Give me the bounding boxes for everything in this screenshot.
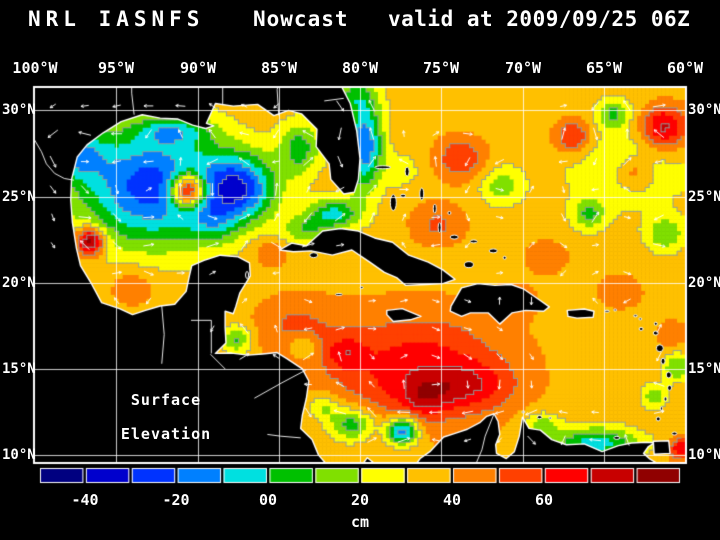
- lat-tick-label-left: 30°N: [2, 102, 36, 118]
- product-type-label: Nowcast: [253, 7, 349, 31]
- lon-tick-label: 80°W: [341, 59, 379, 77]
- lat-tick-label-right: 30°N: [688, 102, 720, 118]
- lon-tick-label: 85°W: [260, 59, 298, 77]
- lon-tick-label: 95°W: [97, 59, 135, 77]
- lon-tick-label: 60°W: [666, 59, 704, 77]
- lat-tick-label-right: 15°N: [688, 361, 720, 377]
- annotation-variable-line2: Elevation: [120, 425, 212, 443]
- model-name-label: NRL IASNFS: [28, 7, 205, 31]
- lat-tick-label-left: 25°N: [2, 189, 36, 205]
- lat-tick-label-left: 10°N: [2, 447, 36, 463]
- lat-tick-label-left: 15°N: [2, 361, 36, 377]
- lat-tick-label-right: 25°N: [688, 189, 720, 205]
- lon-tick-label: 90°W: [179, 59, 217, 77]
- colorbar-tick-label: 40: [442, 491, 462, 509]
- lat-tick-label-left: 20°N: [2, 275, 36, 291]
- lon-tick-label: 75°W: [422, 59, 460, 77]
- colorbar-unit-label: cm: [350, 513, 370, 531]
- lon-tick-label: 65°W: [585, 59, 623, 77]
- colorbar-tick-label: -20: [162, 491, 190, 509]
- colorbar-tick-label: 20: [350, 491, 370, 509]
- colorbar-tick-label: -40: [71, 491, 99, 509]
- lat-tick-label-right: 20°N: [688, 275, 720, 291]
- colorbar-tick-label: 00: [258, 491, 278, 509]
- lon-tick-label: 70°W: [504, 59, 542, 77]
- colorbar-tick-label: 60: [534, 491, 554, 509]
- annotation-variable-line1: Surface: [130, 391, 202, 409]
- lat-tick-label-right: 10°N: [688, 447, 720, 463]
- lon-tick-label: 100°W: [12, 59, 58, 77]
- valid-time-label: valid at 2009/09/25 06Z: [388, 7, 691, 31]
